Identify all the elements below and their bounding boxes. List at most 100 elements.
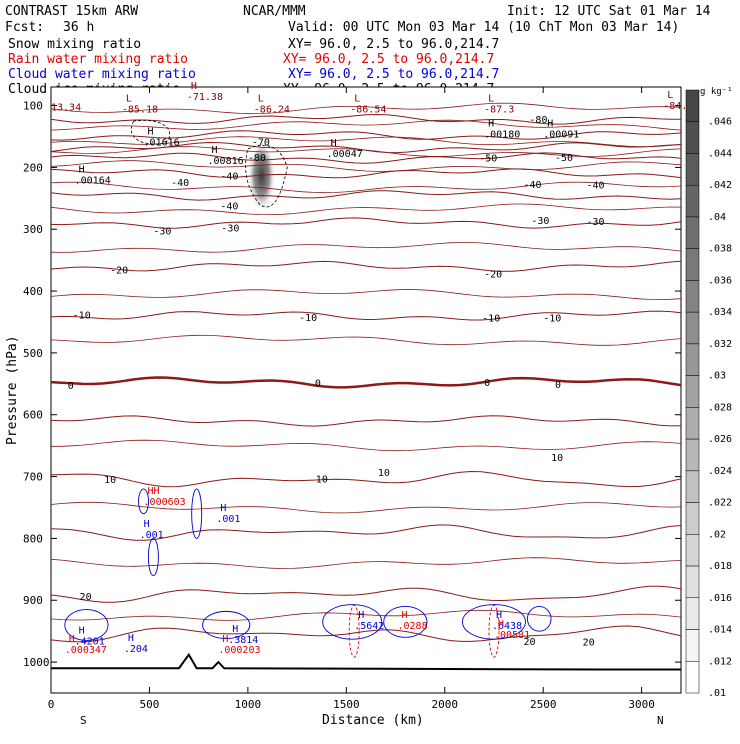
colorbar-unit: g kg⁻¹ [700, 87, 733, 97]
plot-frame [50, 86, 682, 694]
x-tick-label: 1500 [333, 698, 360, 711]
temperature-label: -40 [220, 202, 238, 213]
field-rain-xy: XY= 96.0, 2.5 to 96.0,214.7 [283, 52, 494, 67]
temperature-contour [50, 260, 682, 272]
field-cloudwater-name: Cloud water mixing ratio [8, 67, 196, 82]
colorbar-swatch [685, 153, 700, 186]
extremum-value: .00164 [75, 176, 111, 187]
colorbar-swatch [685, 280, 700, 313]
north-label: N [657, 714, 664, 727]
temperature-label: 0 [555, 380, 561, 391]
temperature-contour [50, 585, 682, 603]
extremum-mark: H [128, 633, 134, 644]
y-tick-label: 400 [23, 285, 43, 298]
temperature-label: 0 [484, 378, 490, 389]
temperature-label: -40 [524, 180, 542, 191]
colorbar-label: .016 [708, 593, 732, 604]
temperature-contour [50, 203, 682, 216]
extremum-value: .00091 [543, 129, 579, 140]
temperature-label: 0 [315, 379, 321, 390]
rain-contour [348, 604, 360, 658]
y-tick-label: 200 [23, 161, 43, 174]
temperature-label: -10 [73, 311, 91, 322]
cloud-water-contour [138, 488, 149, 515]
colorbar-swatch [685, 375, 700, 408]
cloud-water-contour [383, 605, 428, 638]
extremum-mark: L [667, 90, 673, 101]
temperature-label: -50 [479, 153, 497, 164]
extremum-value: .00180 [484, 129, 520, 140]
colorbar-swatch [685, 311, 700, 345]
temperature-label: -40 [587, 181, 605, 192]
extremum-value: -86.54 [350, 105, 386, 116]
cloud-water-contour [526, 605, 552, 632]
forecast-label: Fcst: [5, 20, 44, 35]
colorbar-swatch [685, 407, 700, 440]
temperature-label: -30 [221, 223, 239, 234]
extremum-value: .5642 [354, 621, 384, 632]
colorbar-swatch [685, 216, 700, 249]
south-label: S [80, 714, 87, 727]
extremum-mark: H [191, 81, 197, 92]
extremum-value: -71.38 [187, 92, 223, 103]
forecast-hours: 36 h [63, 20, 94, 35]
colorbar: .046 .044 .042 .04 .038 .036 .034 .032 .03 .028 .0… [685, 89, 732, 699]
temperature-contour [50, 310, 682, 321]
temperature-contour [50, 470, 682, 488]
extremum-mark: H [69, 634, 75, 645]
temperature-contour [50, 376, 682, 389]
extremum-value: .000203 [218, 645, 260, 656]
extremum-mark: L [258, 94, 264, 105]
extremum-value: .001 [216, 514, 240, 525]
extremum-value: .00816 [208, 156, 244, 167]
colorbar-label: .02 [708, 529, 726, 540]
y-tick-label: 1000 [23, 656, 50, 669]
cloud-water-contour [147, 537, 159, 576]
cloud-water-contour [462, 604, 526, 640]
temperature-contour [50, 334, 682, 346]
colorbar-swatch [685, 502, 700, 535]
extremum-value: -85.18 [122, 105, 158, 116]
temperature-contour [50, 524, 682, 541]
x-tick-label: 500 [140, 698, 160, 711]
colorbar-label: .022 [708, 498, 732, 509]
temperature-contour [50, 146, 682, 157]
colorbar-swatch [685, 629, 700, 662]
valid-time: Valid: 00 UTC Mon 03 Mar 14 (10 ChT Mon … [288, 20, 679, 35]
colorbar-swatch [685, 248, 700, 281]
colorbar-swatch [685, 121, 700, 154]
temperature-label: 20 [80, 592, 92, 603]
temperature-contour [50, 217, 682, 229]
extremum-mark: L [488, 94, 494, 105]
extremum-mark: H [496, 610, 502, 621]
extremum-mark: L [126, 94, 132, 105]
temperature-label: -80 [248, 153, 266, 164]
y-tick-label: 700 [23, 471, 43, 484]
temperature-label: -40 [171, 178, 189, 189]
cloud-water-contour [202, 610, 251, 640]
axes: 0 500 1000 1500 2000 2500 30001002003004005006… [23, 87, 681, 711]
colorbar-label: .034 [708, 307, 732, 318]
cloud-water-contour [322, 604, 383, 640]
temperature-label: -10 [482, 314, 500, 325]
temperature-contour [50, 625, 682, 643]
extremum-value: 13.34 [51, 103, 81, 114]
extremum-value: .204 [124, 644, 148, 655]
temperature-label: 20 [583, 638, 595, 649]
temperature-contour [50, 501, 682, 514]
temperature-contour [50, 557, 682, 569]
extremum-mark: H [358, 610, 364, 621]
temperature-contour [50, 181, 682, 194]
cloud-ice-contour [245, 144, 288, 208]
extremum-value: .001 [140, 530, 164, 541]
extremum-value: .4201 [75, 636, 105, 647]
colorbar-label: .042 [708, 180, 732, 191]
colorbar-label: .012 [708, 656, 732, 667]
terrain-line [51, 652, 681, 671]
x-tick-label: 2000 [432, 698, 459, 711]
temperature-contour [50, 102, 682, 115]
colorbar-label: .018 [708, 561, 732, 572]
extremum-mark: H [220, 503, 226, 514]
y-tick-label: 600 [23, 409, 43, 422]
